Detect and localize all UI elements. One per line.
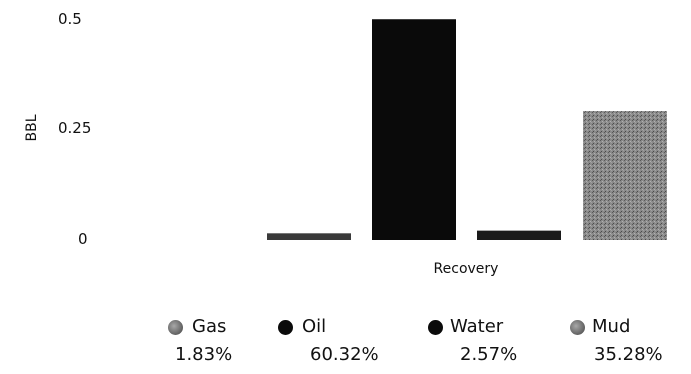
y-tick-label-mid: 0.25 — [58, 119, 91, 137]
bar-oil — [372, 19, 456, 241]
black-dot-icon — [278, 320, 293, 335]
gray-dot-icon — [168, 320, 183, 335]
legend-label: Water — [450, 316, 504, 337]
legend-percent: 2.57% — [460, 344, 518, 365]
y-tick-label-top: 0.5 — [58, 10, 82, 28]
legend-percent: 60.32% — [310, 344, 379, 365]
legend-percent: 35.28% — [594, 344, 663, 365]
legend-percent: 1.83% — [175, 344, 233, 365]
gray-dot-icon — [570, 320, 585, 335]
legend-label: Mud — [592, 316, 631, 337]
legend-label: Oil — [302, 316, 327, 337]
legend-label: Gas — [192, 316, 227, 337]
black-dot-icon — [428, 320, 443, 335]
x-axis-label: Recovery — [434, 261, 499, 277]
bar-water — [477, 230, 561, 240]
y-axis-label: BBL — [24, 114, 40, 141]
y-tick-label-zero: 0 — [78, 230, 88, 248]
bar-gas — [267, 233, 351, 240]
bar-mud — [583, 111, 667, 240]
bars-group — [267, 19, 667, 241]
